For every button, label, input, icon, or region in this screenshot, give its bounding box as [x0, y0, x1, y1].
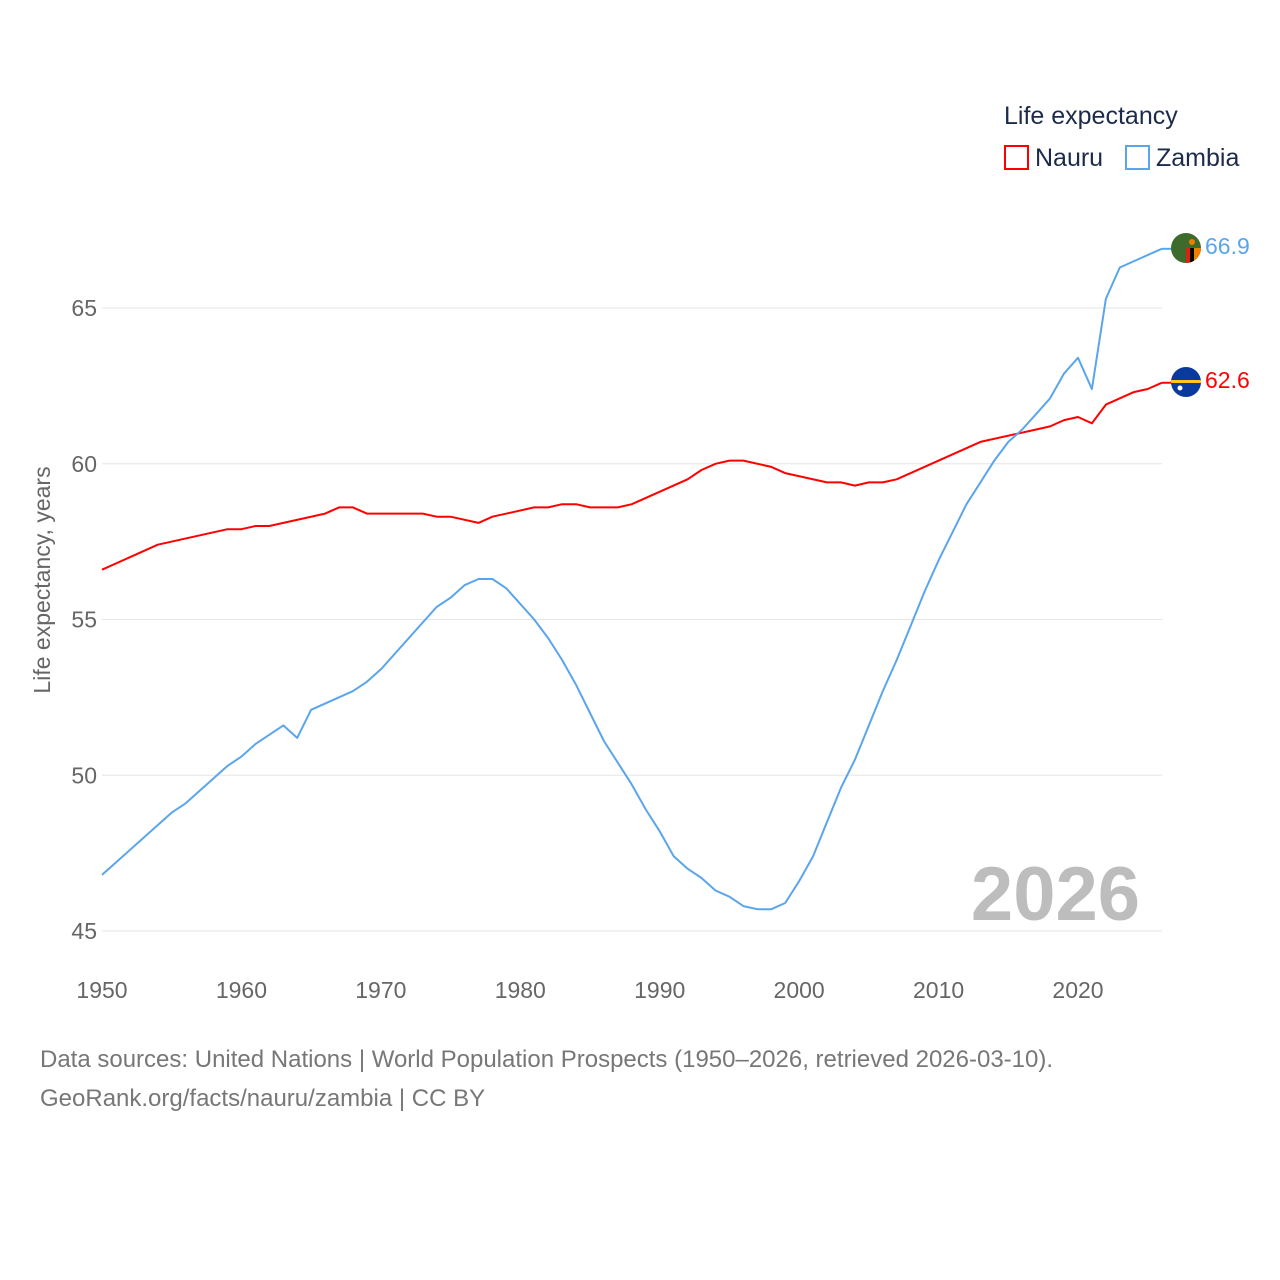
y-tick-label: 65 — [71, 295, 97, 321]
y-tick-label: 45 — [71, 918, 97, 944]
legend-swatch-zambia[interactable] — [1125, 145, 1150, 170]
x-tick-label: 1960 — [216, 977, 267, 1003]
x-tick-label: 2010 — [913, 977, 964, 1003]
nauru-flag-icon — [1171, 367, 1201, 397]
x-tick-label: 2020 — [1052, 977, 1103, 1003]
x-tick-label: 2000 — [774, 977, 825, 1003]
y-tick-label: 55 — [71, 607, 97, 633]
y-axis-label: Life expectancy, years — [29, 466, 55, 693]
x-tick-label: 1980 — [495, 977, 546, 1003]
credit-link[interactable]: GeoRank.org/facts/nauru/zambia | CC BY — [40, 1085, 486, 1112]
y-tick-label: 50 — [71, 762, 97, 788]
series-line-zambia — [101, 247, 1163, 911]
legend-swatch-nauru[interactable] — [1004, 145, 1029, 170]
year-watermark: 2026 — [971, 852, 1140, 937]
zambia-end-label: 66.9 — [1205, 233, 1250, 259]
x-tick-label: 1990 — [634, 977, 685, 1003]
legend-title: Life expectancy — [1004, 102, 1178, 130]
x-tick-label: 1970 — [355, 977, 406, 1003]
legend: Life expectancy Nauru Zambia — [1004, 102, 1239, 172]
legend-label-nauru[interactable]: Nauru — [1035, 144, 1103, 172]
legend-label-zambia[interactable]: Zambia — [1156, 144, 1239, 172]
x-tick-label: 1950 — [76, 977, 127, 1003]
zambia-flag-icon — [1171, 233, 1201, 263]
series-line-nauru — [101, 381, 1163, 571]
y-tick-label: 60 — [71, 451, 97, 477]
data-sources: Data sources: United Nations | World Pop… — [40, 1046, 1054, 1073]
nauru-end-label: 62.6 — [1205, 367, 1250, 393]
